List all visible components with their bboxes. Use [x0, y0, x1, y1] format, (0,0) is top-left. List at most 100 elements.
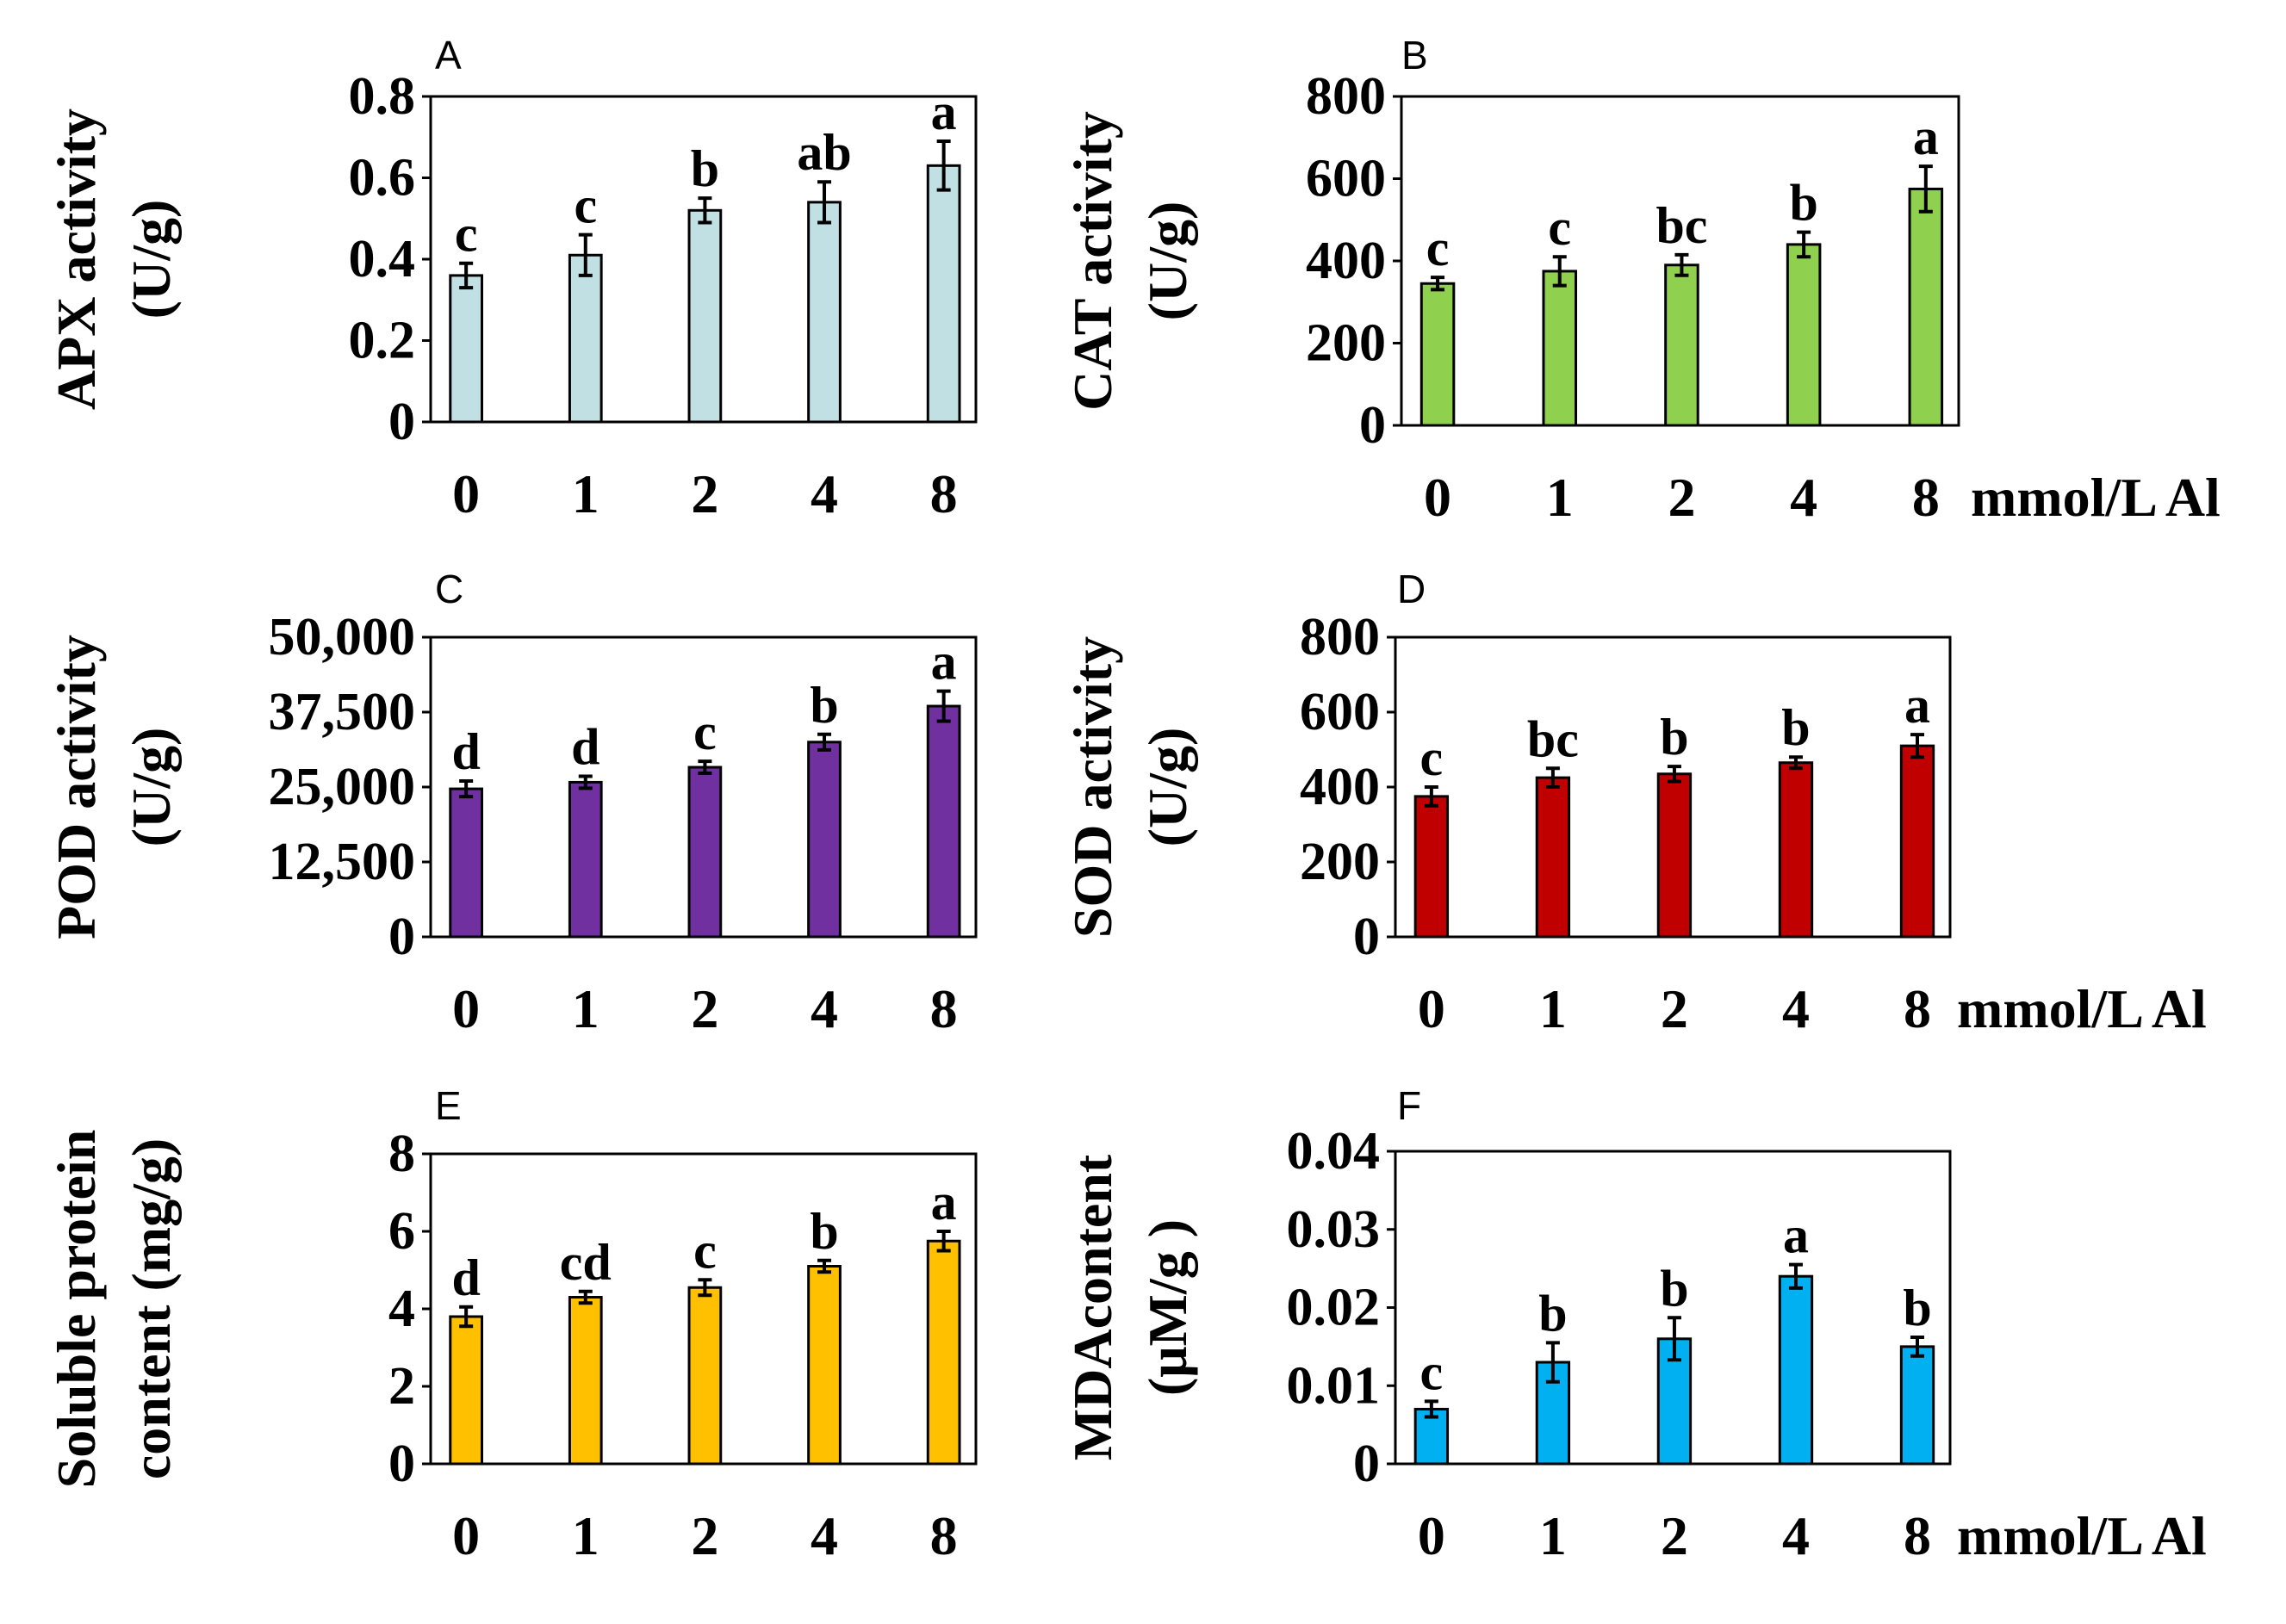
- x-tick-label: 4: [811, 1505, 838, 1566]
- bar-2: [1656, 772, 1693, 939]
- significance-letter: cd: [560, 1234, 612, 1291]
- x-axis-unit: mmol/L Al: [1971, 467, 2221, 528]
- x-tick-label: 4: [811, 463, 838, 524]
- significance-letter: d: [451, 1249, 480, 1306]
- y-tick-label: 0.6: [349, 149, 416, 208]
- x-tick-label: 2: [691, 463, 718, 524]
- significance-letter: a: [1783, 1207, 1809, 1264]
- significance-letter: bc: [1655, 197, 1707, 254]
- significance-letter: c: [693, 704, 717, 760]
- bar-4: [1778, 761, 1814, 939]
- y-tick-label: 600: [1306, 150, 1386, 208]
- y-axis-title-line1: CAT activity: [1062, 111, 1123, 411]
- y-axis-title-line2: (U/g): [1137, 201, 1198, 321]
- significance-letter: b: [1660, 1260, 1688, 1317]
- significance-letter: b: [1538, 1285, 1567, 1342]
- panel-d: D SOD activity (U/g) 0 200 400 600 800 c 0 bc 1 b 2 b 4…: [1062, 567, 2207, 1039]
- significance-letter: c: [1426, 220, 1450, 276]
- bar-4: [1786, 243, 1822, 427]
- bar-8: [926, 164, 961, 424]
- y-tick-label: 0.04: [1287, 1122, 1381, 1181]
- significance-letter: a: [931, 1174, 957, 1230]
- y-tick-label: 0: [1353, 908, 1380, 966]
- panel-c: C POD activity (U/g) 0 12,500 25,000 37,500 50,…: [46, 567, 978, 1039]
- x-tick-label: 0: [452, 463, 480, 524]
- significance-letter: b: [810, 1203, 838, 1260]
- bar-0: [1419, 282, 1456, 427]
- y-tick-label: 12,500: [269, 833, 416, 891]
- significance-letter: c: [455, 206, 478, 263]
- bar-2: [1664, 263, 1699, 427]
- significance-letter: d: [571, 718, 599, 775]
- y-tick-label: 800: [1306, 67, 1386, 126]
- significance-letter: c: [1420, 1343, 1444, 1400]
- y-tick-label: 0: [388, 908, 415, 966]
- x-tick-label: 1: [572, 463, 599, 524]
- y-tick-label: 37,500: [269, 683, 416, 741]
- significance-letter: b: [1660, 709, 1688, 766]
- y-tick-label: 200: [1306, 314, 1386, 373]
- x-tick-label: 2: [691, 978, 718, 1039]
- y-tick-label: 200: [1300, 833, 1380, 891]
- x-tick-label: 4: [811, 978, 838, 1039]
- y-tick-label: 2: [388, 1357, 415, 1416]
- x-tick-label: 8: [930, 978, 958, 1039]
- x-tick-label: 8: [1904, 978, 1931, 1039]
- significance-letter: bc: [1527, 710, 1579, 767]
- y-tick-label: 25,000: [269, 758, 416, 816]
- significance-letter: b: [1903, 1280, 1931, 1336]
- x-tick-label: 2: [1668, 467, 1695, 528]
- x-tick-label: 1: [1539, 1505, 1567, 1566]
- x-tick-label: 0: [452, 1505, 480, 1566]
- panel-letter: C: [435, 567, 463, 611]
- y-tick-label: 0.2: [349, 312, 416, 370]
- y-tick-label: 0.8: [349, 67, 416, 126]
- y-axis-title-line2: (U/g): [121, 728, 182, 847]
- significance-letter: a: [1904, 677, 1930, 734]
- panel-e: E Soluble protein content (mg/g) 0 2 4 6 8 d 0 cd 1…: [46, 1083, 978, 1566]
- bar-2: [687, 208, 723, 424]
- x-tick-label: 2: [691, 1505, 718, 1566]
- bar-1: [568, 1296, 603, 1466]
- bar-4: [1778, 1274, 1814, 1466]
- panel-letter: E: [435, 1083, 462, 1128]
- x-tick-label: 4: [1782, 1505, 1810, 1566]
- y-axis-title-line1: APX activity: [46, 108, 107, 410]
- significance-letter: c: [1420, 729, 1444, 786]
- bar-8: [1908, 187, 1944, 427]
- bar-8: [1899, 744, 1935, 939]
- bar-0: [449, 787, 484, 939]
- y-tick-label: 0: [388, 393, 415, 451]
- y-tick-label: 0.02: [1287, 1279, 1381, 1337]
- significance-letter: a: [1913, 108, 1939, 165]
- x-tick-label: 1: [572, 1505, 599, 1566]
- y-axis-title-line1: Soluble protein: [46, 1130, 107, 1489]
- significance-letter: b: [810, 677, 838, 734]
- bar-4: [807, 1265, 842, 1466]
- significance-letter: d: [451, 723, 480, 780]
- x-tick-label: 0: [1418, 1505, 1445, 1566]
- bar-8: [1899, 1345, 1935, 1466]
- x-tick-label: 1: [1546, 467, 1574, 528]
- y-tick-label: 50,000: [269, 608, 416, 666]
- x-tick-label: 2: [1661, 1505, 1688, 1566]
- y-tick-label: 0: [1359, 396, 1386, 455]
- panel-letter: B: [1401, 33, 1428, 77]
- panel-letter: A: [435, 33, 462, 77]
- bar-1: [1535, 776, 1571, 939]
- panel-b: B CAT activity (U/g) 0 200 400 600 800 c 0 c 1 bc 2 b 4…: [1062, 33, 2221, 528]
- y-axis-title-line1: SOD activity: [1062, 636, 1123, 938]
- significance-letter: b: [691, 140, 719, 197]
- bar-0: [449, 274, 484, 424]
- y-axis-title-line1: POD activity: [46, 635, 107, 939]
- significance-letter: ab: [797, 124, 851, 181]
- y-axis-title-line2: (μM/g ): [1137, 1219, 1198, 1396]
- panel-a: A APX activity (U/g) 0 0.2 0.4 0.6 0.8 c 0 c 1 b 2 ab 4…: [46, 33, 978, 524]
- y-axis-title-line2: (U/g): [1137, 728, 1198, 847]
- y-tick-label: 8: [388, 1125, 415, 1183]
- y-axis-title-line2: content (mg/g): [121, 1138, 182, 1479]
- bar-0: [1413, 795, 1450, 939]
- y-tick-label: 800: [1300, 608, 1380, 666]
